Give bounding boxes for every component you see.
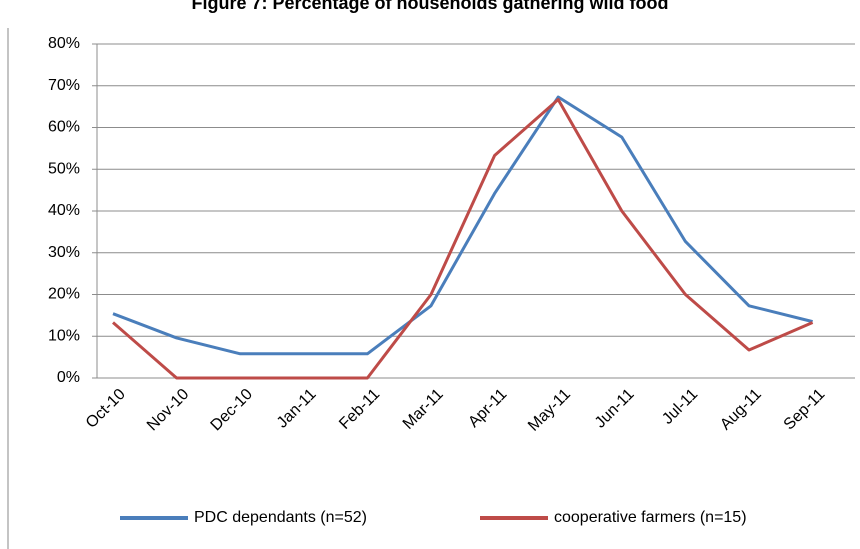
legend-label: PDC dependants (n=52) (194, 509, 367, 526)
legend-label: cooperative farmers (n=15) (554, 509, 747, 526)
x-tick-label: Sep-11 (781, 386, 829, 434)
y-tick-label: 30% (48, 244, 80, 261)
y-tick-label: 80% (48, 35, 80, 52)
x-tick-label: Oct-10 (83, 386, 129, 432)
x-tick-label: Apr-11 (465, 386, 510, 431)
x-tick-label: Jul-11 (659, 386, 701, 428)
x-tick-label: Aug-11 (717, 386, 765, 434)
x-tick-label: Nov-10 (144, 386, 193, 435)
y-tick-label: 60% (48, 119, 80, 136)
x-tick-label: Jan-11 (274, 386, 320, 432)
x-tick-label: May-11 (525, 386, 574, 435)
y-tick-label: 0% (57, 369, 80, 386)
chart-title: Figure 7: Percentage of households gathe… (191, 0, 668, 13)
x-tick-label: Feb-11 (336, 386, 383, 433)
x-tick-label: Jun-11 (592, 386, 638, 432)
data-line (112, 95, 813, 356)
x-tick-label: Mar-11 (400, 386, 447, 433)
y-tick-label: 40% (48, 202, 80, 219)
y-tick-label: 50% (48, 160, 80, 177)
y-tick-label: 20% (48, 286, 80, 303)
data-line (112, 98, 814, 380)
x-tick-label: Dec-10 (208, 386, 257, 435)
y-tick-label: 70% (48, 77, 80, 94)
y-tick-label: 10% (48, 327, 80, 344)
